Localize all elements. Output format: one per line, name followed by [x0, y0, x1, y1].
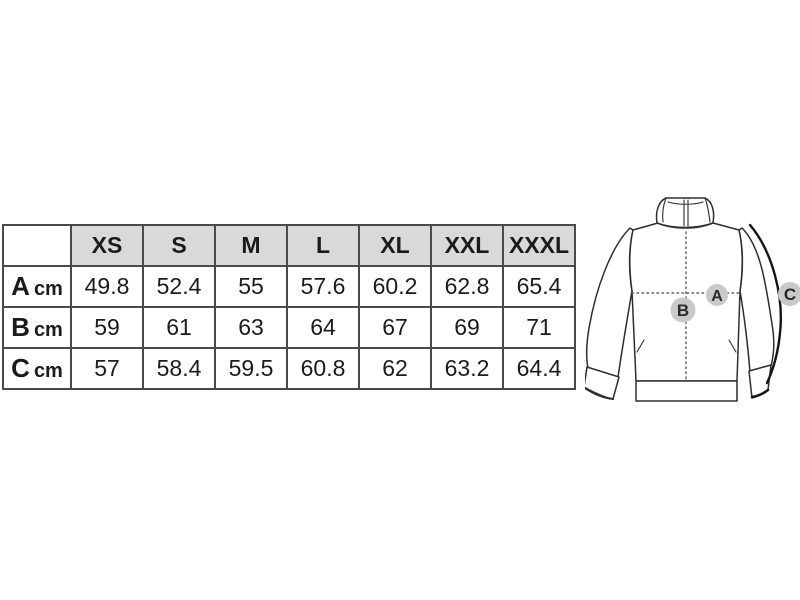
size-column-l: L — [286, 224, 360, 267]
measurement-badges: B A C — [670, 282, 800, 323]
badge-b-label: B — [677, 301, 689, 320]
row-unit: cm — [33, 278, 63, 300]
measurement-cell: 57 — [70, 347, 144, 390]
measurement-cell: 61 — [142, 306, 216, 349]
collar — [655, 197, 715, 229]
measurement-cell: 52.4 — [142, 265, 216, 308]
measurement-cell: 60.8 — [286, 347, 360, 390]
measurement-cell: 62.8 — [430, 265, 504, 308]
row-letter: B — [11, 312, 30, 342]
row-unit: cm — [33, 319, 63, 341]
collar-detail-lines — [585, 197, 770, 400]
size-column-xxxl: XXXL — [502, 224, 576, 267]
left-sleeve — [585, 227, 634, 378]
measurement-cell: 59.5 — [214, 347, 288, 390]
garment-diagram: B A C — [585, 170, 800, 410]
measurement-cell: 67 — [358, 306, 432, 349]
right-sleeve — [738, 227, 775, 373]
measurement-cell: 55 — [214, 265, 288, 308]
measurement-cell: 62 — [358, 347, 432, 390]
measurement-cell: 64 — [286, 306, 360, 349]
size-header-row: XS S M L XL XXL XXXL — [2, 224, 576, 267]
measurement-cell: 57.6 — [286, 265, 360, 308]
row-unit: cm — [33, 360, 63, 382]
size-column-xl: XL — [358, 224, 432, 267]
row-letter: A — [11, 271, 30, 301]
size-column-xxl: XXL — [430, 224, 504, 267]
sweatshirt-outline-icon: B A C — [585, 197, 800, 402]
size-column-m: M — [214, 224, 288, 267]
measurement-cell: 49.8 — [70, 265, 144, 308]
measurement-cell: 71 — [502, 306, 576, 349]
measurement-cell: 59 — [70, 306, 144, 349]
measurement-cell: 64.4 — [502, 347, 576, 390]
measurement-cell: 65.4 — [502, 265, 576, 308]
measurement-cell: 60.2 — [358, 265, 432, 308]
badge-c-circle — [778, 282, 800, 306]
measurement-cell: 63.2 — [430, 347, 504, 390]
measurement-cell: 58.4 — [142, 347, 216, 390]
badge-c-label: C — [784, 285, 796, 304]
size-column-s: S — [142, 224, 216, 267]
badge-a-circle — [706, 284, 728, 306]
badge-a-label: A — [711, 288, 723, 305]
row-letter: C — [11, 353, 30, 383]
sleeve-measure-arc — [748, 223, 782, 385]
measurement-cell: 63 — [214, 306, 288, 349]
badge-b-circle — [670, 297, 696, 323]
corner-cell — [2, 224, 72, 267]
size-column-xs: XS — [70, 224, 144, 267]
hem-band — [635, 380, 738, 402]
measurement-cell: 69 — [430, 306, 504, 349]
